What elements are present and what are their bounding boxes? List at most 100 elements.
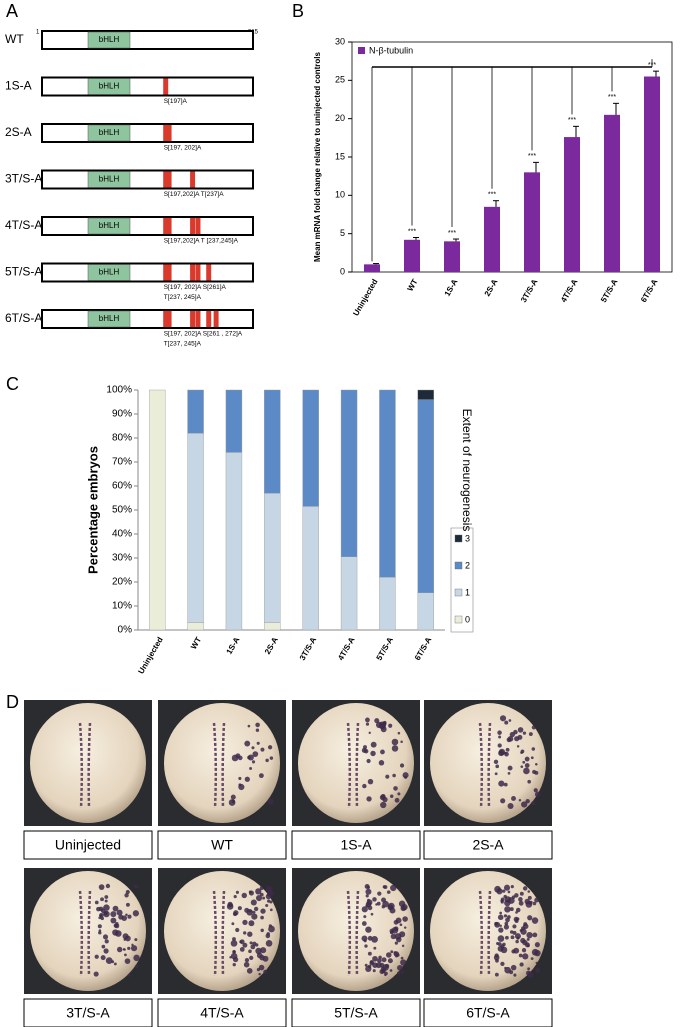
bar-segment (417, 389, 435, 400)
stain-spot (505, 747, 510, 752)
stain-spot (113, 962, 117, 966)
significance: *** (648, 62, 656, 69)
x-tick-label: Uninjected (136, 635, 164, 675)
x-tick-label: WT (189, 635, 203, 650)
site-label: T[237, 245]A (164, 341, 202, 348)
stain-spot (504, 966, 507, 970)
stain-spot (398, 900, 406, 908)
stain-spot (510, 935, 515, 940)
stain-spot (242, 919, 248, 925)
stain-spot (382, 900, 389, 908)
x-tick-label: 6T/S-A (413, 635, 434, 662)
stain-spot (378, 760, 385, 766)
legend-title: Extent of neurogenesis (460, 409, 474, 532)
stain-spot (381, 957, 387, 963)
stain-spot (243, 931, 247, 935)
stain-spot (259, 886, 264, 891)
image-label: 5T/S-A (334, 1005, 378, 1021)
stain-spot (517, 727, 524, 733)
stain-spot (496, 888, 503, 895)
stain-spot (525, 799, 530, 804)
stain-spot (262, 896, 266, 900)
y-tick-label: 10% (112, 601, 132, 612)
stain-spot (508, 719, 512, 722)
stain-spot (98, 931, 102, 935)
bar (364, 264, 380, 272)
bhlh-box (87, 310, 131, 328)
legend-label: 0 (465, 614, 470, 624)
y-tick-label: 20% (112, 577, 132, 588)
stain-spot (394, 797, 400, 803)
bar-segment (417, 399, 435, 594)
stain-spot (379, 721, 386, 729)
stain-spot (518, 897, 523, 902)
stain-spot (247, 724, 251, 728)
stain-spot (233, 894, 237, 899)
stain-spot (260, 915, 264, 920)
stain-spot (377, 891, 382, 896)
mutation-site (190, 171, 196, 188)
stain-spot (506, 737, 512, 743)
stain-spot (507, 890, 511, 894)
stain-spot (497, 730, 502, 735)
stain-spot (531, 801, 536, 806)
y-tick-label: 15 (335, 151, 345, 161)
stain-spot (522, 731, 527, 735)
y-tick-label: 90% (112, 409, 132, 420)
stain-spot (122, 948, 126, 951)
y-tick-label: 100% (106, 385, 132, 396)
stain-spot (267, 798, 274, 805)
stain-spot (267, 745, 273, 750)
stain-spot (122, 933, 129, 940)
site-label: S[197, 202]A (164, 145, 202, 152)
stain-spot (269, 908, 273, 912)
stain-spot (134, 964, 139, 969)
stain-spot (494, 972, 499, 977)
stain-spot (532, 901, 537, 906)
stain-spot (527, 967, 530, 971)
stain-spot (252, 751, 259, 758)
mutation-site (190, 264, 196, 281)
stain-spot (388, 723, 393, 728)
stain-spot (404, 775, 408, 779)
neural-stripe (346, 890, 360, 977)
mutation-site (163, 218, 169, 234)
neural-stripe (346, 722, 360, 809)
stain-spot (531, 747, 536, 751)
stain-spot (504, 896, 512, 903)
stain-spot (101, 944, 106, 949)
bar-segment (187, 389, 204, 434)
stain-spot (380, 801, 387, 809)
stain-spot (134, 938, 138, 942)
stain-spot (527, 779, 531, 784)
bhlh-label: bHLH (99, 175, 120, 184)
stain-spot (260, 747, 265, 752)
bhlh-label: bHLH (99, 128, 120, 137)
label-box (291, 830, 421, 860)
stain-spot (249, 909, 252, 913)
y-tick-label: 25 (335, 75, 345, 85)
bar-segment (187, 622, 204, 631)
panel-letter: C (6, 374, 19, 394)
mutation-site (195, 218, 201, 234)
stain-spot (366, 796, 372, 802)
stain-spot (94, 954, 99, 959)
stain-spot (244, 776, 250, 782)
bar-segment (148, 389, 166, 631)
stain-spot (498, 748, 506, 756)
stain-spot (380, 749, 385, 755)
stain-spot (530, 756, 534, 760)
stain-spot (386, 952, 392, 958)
construct-name: 2S-A (5, 125, 32, 139)
mutation-site (163, 125, 169, 141)
stain-spot (390, 950, 394, 954)
stain-spot (256, 968, 261, 972)
significance: *** (448, 230, 456, 237)
stain-spot (534, 897, 540, 903)
stain-spot (255, 888, 262, 895)
stain-spot (400, 959, 407, 966)
stain-spot (103, 910, 110, 918)
stain-spot (367, 964, 372, 969)
y-axis-label: Mean mRNA fold change relative to uninje… (313, 51, 322, 262)
y-tick-label: 80% (112, 433, 132, 444)
